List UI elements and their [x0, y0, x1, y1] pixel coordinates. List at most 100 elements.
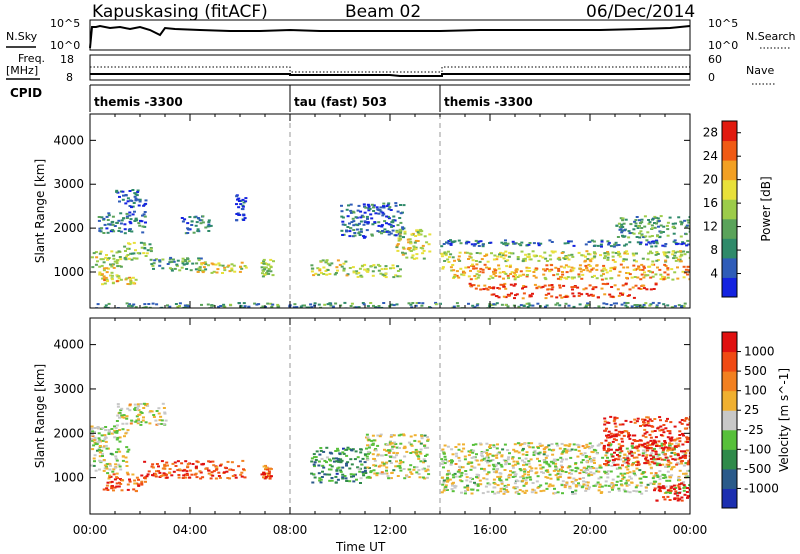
heatmap-cell: [684, 233, 688, 236]
heatmap-cell: [678, 479, 682, 481]
heatmap-cell: [174, 303, 178, 305]
heatmap-cell: [443, 455, 447, 458]
colorbar-segment: [722, 390, 737, 411]
heatmap-cell: [547, 444, 551, 447]
heatmap-cell: [628, 471, 632, 474]
heatmap-cell: [267, 263, 271, 266]
heatmap-cell: [579, 267, 583, 270]
heatmap-cell: [498, 287, 501, 290]
heatmap-cell: [350, 463, 354, 466]
heatmap-cell: [499, 479, 503, 482]
cpid-segment-label: tau (fast) 503: [294, 95, 387, 109]
heatmap-cell: [679, 253, 683, 256]
heatmap-cell: [631, 446, 635, 449]
heatmap-cell: [158, 419, 162, 422]
heatmap-cell: [356, 224, 360, 227]
heatmap-cell: [394, 465, 398, 468]
heatmap-cell: [451, 460, 454, 463]
heatmap-cell: [584, 481, 588, 484]
heatmap-cell: [402, 204, 406, 207]
heatmap-cell: [613, 416, 617, 419]
heatmap-cell: [603, 252, 607, 255]
heatmap-cell: [354, 450, 358, 453]
heatmap-cell: [109, 230, 113, 233]
heatmap-cell: [524, 457, 528, 460]
heatmap-cell: [645, 288, 649, 291]
heatmap-cell: [648, 242, 652, 245]
heatmap-cell: [663, 498, 667, 501]
heatmap-cell: [537, 244, 541, 247]
heatmap-cell: [682, 265, 686, 268]
heatmap-cell: [523, 257, 527, 260]
heatmap-cell: [511, 457, 514, 460]
colorbar-segment: [722, 429, 737, 450]
heatmap-cell: [155, 423, 159, 426]
heatmap-cell: [503, 271, 507, 274]
heatmap-cell: [584, 484, 587, 487]
heatmap-cell: [425, 453, 429, 456]
heatmap-cell: [421, 244, 425, 247]
heatmap-cell: [325, 456, 329, 459]
heatmap-cell: [643, 215, 647, 218]
heatmap-cell: [543, 269, 547, 272]
heatmap-cell: [382, 206, 386, 209]
heatmap-cell: [565, 277, 569, 280]
heatmap-cell: [141, 231, 145, 234]
heatmap-cell: [482, 450, 486, 453]
heatmap-cell: [132, 281, 135, 284]
heatmap-cell: [422, 458, 426, 461]
heatmap-cell: [322, 450, 326, 453]
heatmap-cell: [564, 264, 568, 267]
heatmap-cell: [528, 242, 532, 244]
heatmap-cell: [102, 277, 106, 280]
heatmap-cell: [353, 458, 357, 461]
heatmap-cell: [131, 205, 135, 208]
heatmap-cell: [590, 460, 594, 463]
heatmap-cell: [457, 239, 461, 242]
heatmap-cell: [547, 448, 551, 451]
heatmap-cell: [163, 465, 167, 468]
heatmap-cell: [268, 477, 272, 480]
heatmap-cell: [578, 477, 582, 480]
heatmap-cell: [539, 242, 543, 245]
heatmap-cell: [556, 491, 560, 494]
heatmap-cell: [128, 214, 132, 217]
heatmap-cell: [269, 258, 273, 261]
heatmap-cell: [428, 233, 432, 236]
heatmap-cell: [124, 258, 128, 261]
heatmap-cell: [586, 465, 590, 468]
heatmap-cell: [469, 256, 473, 259]
heatmap-cell: [349, 209, 353, 212]
heatmap-cell: [242, 219, 246, 221]
heatmap-cell: [228, 477, 231, 480]
heatmap-cell: [618, 226, 622, 229]
heatmap-cell: [411, 254, 415, 257]
heatmap-cell: [676, 499, 680, 502]
heatmap-cell: [168, 472, 172, 475]
heatmap-cell: [470, 465, 474, 468]
heatmap-cell: [494, 463, 498, 466]
heatmap-cell: [490, 252, 493, 255]
heatmap-cell: [544, 469, 548, 472]
heatmap-cell: [128, 230, 131, 232]
heatmap-cell: [144, 421, 148, 424]
heatmap-cell: [688, 452, 690, 455]
heatmap-cell: [672, 240, 676, 243]
heatmap-cell: [444, 252, 448, 255]
heatmap-cell: [474, 267, 478, 270]
heatmap-cell: [650, 245, 654, 248]
heatmap-cell: [632, 228, 636, 231]
heatmap-cell: [399, 268, 402, 271]
heatmap-cell: [648, 270, 652, 273]
heatmap-cell: [514, 463, 517, 466]
heatmap-cell: [657, 445, 661, 447]
heatmap-cell: [676, 266, 679, 269]
heatmap-cell: [111, 485, 114, 488]
heatmap-cell: [161, 402, 165, 405]
heatmap-cell: [317, 464, 321, 467]
heatmap-cell: [569, 456, 573, 459]
heatmap-cell: [687, 438, 690, 441]
heatmap-cell: [365, 215, 369, 218]
heatmap-cell: [207, 230, 211, 232]
heatmap-cell: [668, 491, 672, 494]
